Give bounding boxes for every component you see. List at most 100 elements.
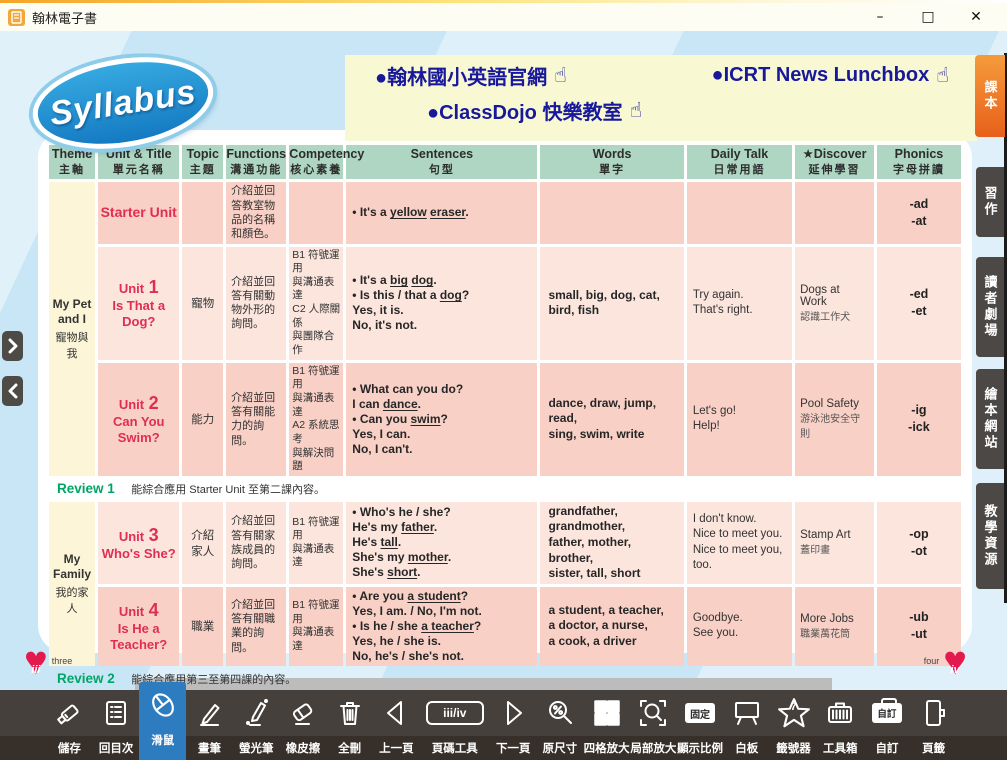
hand-pointer-icon: ☝ bbox=[629, 99, 643, 122]
display-ratio-icon: 固定 bbox=[685, 690, 716, 736]
table-row: Unit 2 Can You Swim? 能力 介紹並回答有關能力的詢問。 B1… bbox=[49, 362, 961, 476]
table-row: My Pet and I 寵物與我 Starter Unit 介紹並回答教室物品的… bbox=[49, 182, 961, 476]
table-cell: B1 符號運用 與溝通表達 bbox=[289, 501, 344, 584]
col-sentences: Sentences 句型 bbox=[346, 145, 538, 180]
panel-next-button[interactable] bbox=[2, 331, 23, 361]
table-cell: Try again. That's right. bbox=[686, 246, 793, 360]
table-cell: small, big, dog, cat, bird, fish bbox=[540, 246, 684, 360]
table-cell bbox=[182, 182, 224, 244]
link-classdojo[interactable]: ●ClassDojo 快樂教室 ☝ bbox=[427, 99, 643, 124]
tool-page-number[interactable]: iii/iv 頁碼工具 bbox=[420, 690, 490, 760]
table-header-row: Theme 主軸 Unit & Title 單元名稱 Topic 主題 Functio… bbox=[49, 145, 961, 180]
tab-workbook[interactable]: 習作 bbox=[976, 167, 1004, 237]
tab-readers-theater[interactable]: 讀者劇場 bbox=[976, 257, 1004, 357]
number-picker-icon: 7 bbox=[777, 690, 811, 736]
table-cell: 介紹並回答教室物品的名稱和顏色。 bbox=[226, 182, 287, 244]
table-row: Unit 1 Is That a Dog? 寵物 介紹並回答有關動物外形的詢問。… bbox=[49, 246, 961, 360]
tool-prev-page[interactable]: 上一頁 bbox=[373, 690, 420, 760]
tool-eraser[interactable]: 橡皮擦 bbox=[280, 690, 327, 760]
table-row: My Family 我的家人 Unit 3 Who's She? 介紹 家人 介紹… bbox=[49, 501, 961, 666]
links-banner: ●翰林國小英語官網 ☝ ●ICRT News Lunchbox ☝ ●Class… bbox=[345, 55, 977, 141]
tool-next-page[interactable]: 下一頁 bbox=[490, 690, 537, 760]
table-cell: Goodbye. See you. bbox=[686, 586, 793, 666]
partial-zoom-icon bbox=[637, 690, 669, 736]
table-cell: Pool Safety 游泳池安全守則 bbox=[795, 362, 874, 476]
table-cell: -ed -et bbox=[876, 246, 961, 360]
syllabus-page: Theme 主軸 Unit & Title 單元名稱 Topic 主題 Functio… bbox=[38, 130, 972, 760]
tool-delete-all[interactable]: 全刪 bbox=[326, 690, 373, 760]
table-cell: 介紹並回答有關家族成員的詢問。 bbox=[226, 501, 287, 584]
next-page-icon bbox=[497, 690, 529, 736]
table-cell: 介紹並回答有關職業的詢問。 bbox=[226, 586, 287, 666]
window-accent-strip bbox=[0, 0, 1007, 3]
tool-number-picker[interactable]: 7 籤號器 bbox=[770, 690, 817, 760]
tool-toolbox[interactable]: 工具箱 bbox=[817, 690, 864, 760]
toc-icon bbox=[100, 690, 132, 736]
minimize-button[interactable]: – bbox=[863, 6, 897, 28]
highlighter-icon bbox=[240, 690, 272, 736]
unit-3: Unit 3 Who's She? bbox=[98, 501, 180, 584]
page-number-box: iii/iv bbox=[425, 690, 484, 736]
syllabus-table: Theme 主軸 Unit & Title 單元名稱 Topic 主題 Functio… bbox=[46, 142, 964, 760]
col-functions: Functions 溝通功能 bbox=[226, 145, 287, 180]
maximize-button[interactable]: □ bbox=[911, 6, 945, 28]
panel-prev-button[interactable] bbox=[2, 376, 23, 406]
close-button[interactable]: ✕ bbox=[959, 6, 993, 28]
col-daily-talk: Daily Talk 日常用語 bbox=[686, 145, 793, 180]
tool-mouse[interactable]: 滑鼠 bbox=[139, 682, 187, 760]
table-cell: B1 符號運用 與溝通表達 bbox=[289, 586, 344, 666]
link-hanlin-english-site[interactable]: ●翰林國小英語官網 ☝ bbox=[375, 64, 567, 89]
quad-zoom-icon bbox=[590, 690, 624, 736]
tool-partial-zoom[interactable]: 局部放大 bbox=[630, 690, 677, 760]
bottom-toolbar: 儲存 回目次 滑鼠 畫筆 螢光筆 橡皮擦 全刪 bbox=[0, 682, 1007, 760]
tool-display-ratio[interactable]: 固定 顯示比例 bbox=[677, 690, 724, 760]
whiteboard-icon bbox=[731, 690, 763, 736]
eraser-icon bbox=[287, 690, 319, 736]
usb-save-icon bbox=[53, 690, 85, 736]
hand-pointer-icon: ☝ bbox=[936, 64, 949, 87]
side-rail-line bbox=[1004, 53, 1007, 603]
table-cell: • It's a yellow eraser. bbox=[346, 182, 538, 244]
tab-teaching-resources[interactable]: 教學資源 bbox=[976, 483, 1004, 589]
link-icrt-news-lunchbox[interactable]: ●ICRT News Lunchbox ☝ bbox=[711, 64, 949, 87]
review-2-label: Review 2 bbox=[57, 670, 115, 686]
page-tab-icon bbox=[918, 690, 950, 736]
unit-starter: Starter Unit bbox=[98, 182, 180, 244]
table-cell: a student, a teacher, a doctor, a nurse,… bbox=[540, 586, 684, 666]
tab-textbook[interactable]: 課本 bbox=[975, 55, 1005, 137]
tool-table-of-contents[interactable]: 回目次 bbox=[93, 690, 140, 760]
tool-highlighter[interactable]: 螢光筆 bbox=[233, 690, 280, 760]
tool-quad-zoom[interactable]: 四格放大 bbox=[583, 690, 630, 760]
table-cell: Dogs at Work 認識工作犬 bbox=[795, 246, 874, 360]
table-cell: 職業 bbox=[182, 586, 224, 666]
table-cell bbox=[686, 182, 793, 244]
workspace: ●翰林國小英語官網 ☝ ●ICRT News Lunchbox ☝ ●Class… bbox=[0, 31, 1007, 760]
window-title: 翰林電子書 bbox=[32, 10, 98, 26]
table-cell: More Jobs 職業萬花筒 bbox=[795, 586, 874, 666]
titlebar: 翰林電子書 – □ ✕ bbox=[0, 3, 1007, 31]
table-cell: Let's go! Help! bbox=[686, 362, 793, 476]
tool-save[interactable]: 儲存 bbox=[46, 690, 93, 760]
tool-pen[interactable]: 畫筆 bbox=[186, 690, 233, 760]
custom-toolbox-icon: 自訂 bbox=[871, 690, 902, 736]
table-cell: B1 符號運用 與溝通表達 A2 系統思考 與解決問題 bbox=[289, 362, 344, 476]
tool-page-tab[interactable]: 頁籤 bbox=[910, 690, 957, 760]
col-competency: Competency 核心素養 bbox=[289, 145, 364, 180]
table-cell: -op -ot bbox=[876, 501, 961, 584]
theme-my-pet-and-i: My Pet and I 寵物與我 bbox=[49, 182, 96, 476]
table-cell: -ad -at bbox=[876, 182, 961, 244]
table-cell: grandfather, grandmother, father, mother… bbox=[540, 501, 684, 584]
table-cell: I don't know. Nice to meet you. Nice to … bbox=[686, 501, 793, 584]
table-cell: B1 符號運用 與溝通表達 C2 人際關係 與團隊合作 bbox=[289, 246, 344, 360]
tool-custom[interactable]: 自訂 自訂 bbox=[864, 690, 911, 760]
table-cell: dance, draw, jump, read, sing, swim, wri… bbox=[540, 362, 684, 476]
toolbox-icon bbox=[824, 690, 856, 736]
table-cell: Stamp Art 蓋印畫 bbox=[795, 501, 874, 584]
tab-picture-book-site[interactable]: 繪本網站 bbox=[976, 369, 1004, 469]
tool-original-size[interactable]: 原尺寸 bbox=[537, 690, 584, 760]
table-cell: • Are you a student? Yes, I am. / No, I'… bbox=[346, 586, 538, 666]
tool-whiteboard[interactable]: 白板 bbox=[723, 690, 770, 760]
page-indicator: iii/iv bbox=[425, 701, 484, 725]
table-cell bbox=[795, 182, 874, 244]
mouse-icon bbox=[146, 682, 180, 728]
